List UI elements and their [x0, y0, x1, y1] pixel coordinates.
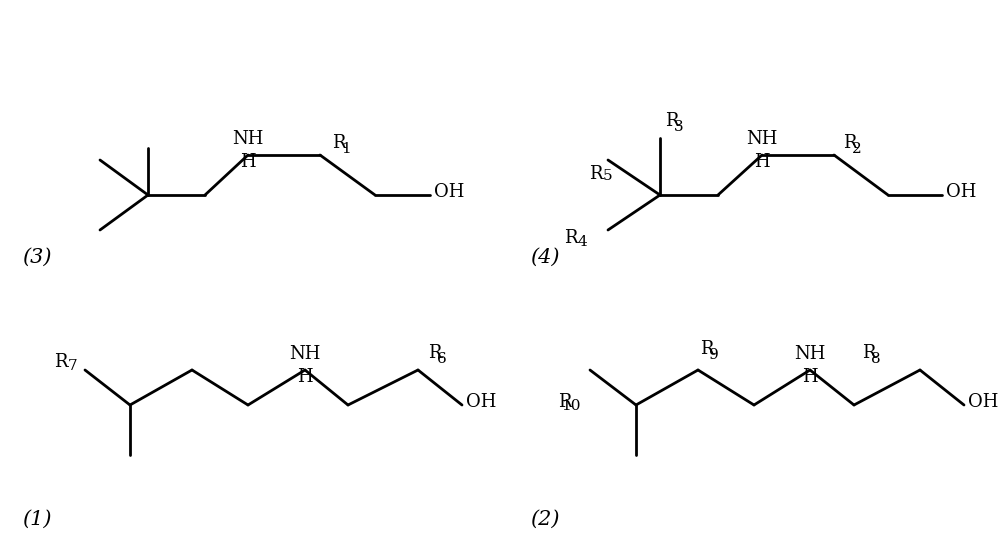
Text: 2: 2: [852, 142, 862, 156]
Text: R: R: [428, 344, 442, 362]
Text: R: R: [862, 344, 876, 362]
Text: OH: OH: [434, 183, 464, 201]
Text: R: R: [843, 134, 856, 152]
Text: OH: OH: [466, 393, 496, 411]
Text: R: R: [558, 393, 572, 411]
Text: (1): (1): [22, 510, 52, 529]
Text: 10: 10: [562, 399, 581, 413]
Text: H: H: [240, 153, 256, 171]
Text: 7: 7: [67, 359, 77, 373]
Text: (4): (4): [530, 248, 560, 267]
Text: NH: NH: [289, 345, 321, 363]
Text: 9: 9: [709, 348, 719, 362]
Text: H: H: [802, 368, 818, 386]
Text: R: R: [665, 112, 678, 130]
Text: R: R: [564, 229, 578, 247]
Text: 3: 3: [674, 120, 684, 134]
Text: OH: OH: [946, 183, 976, 201]
Text: R: R: [700, 340, 714, 358]
Text: R: R: [332, 134, 346, 152]
Text: 8: 8: [871, 352, 881, 366]
Text: NH: NH: [794, 345, 826, 363]
Text: 1: 1: [341, 142, 351, 156]
Text: 4: 4: [577, 235, 587, 249]
Text: (3): (3): [22, 248, 52, 267]
Text: 5: 5: [602, 169, 612, 183]
Text: NH: NH: [746, 130, 778, 148]
Text: R: R: [54, 353, 68, 371]
Text: (2): (2): [530, 510, 560, 529]
Text: H: H: [754, 153, 770, 171]
Text: 6: 6: [437, 352, 447, 366]
Text: NH: NH: [232, 130, 264, 148]
Text: R: R: [590, 165, 603, 183]
Text: H: H: [297, 368, 313, 386]
Text: OH: OH: [968, 393, 998, 411]
